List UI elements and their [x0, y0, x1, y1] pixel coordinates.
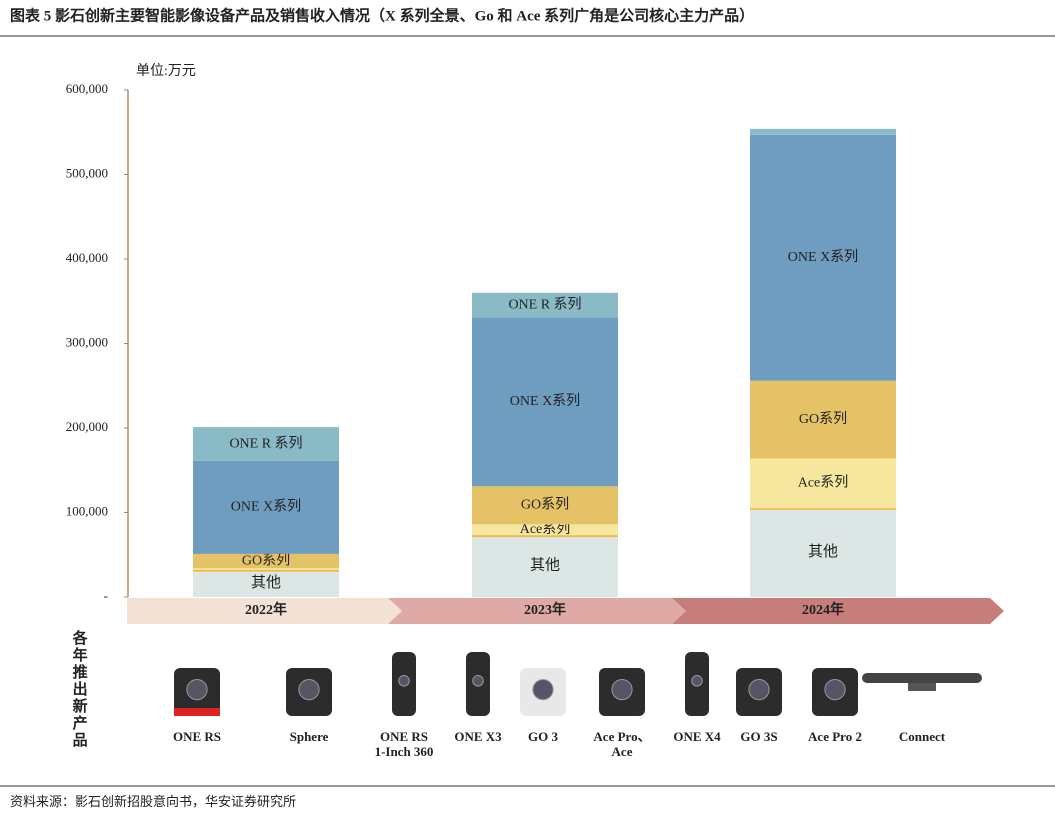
segment-label: ONE X系列 — [231, 499, 301, 515]
product-lens — [398, 675, 410, 687]
segment-label: 其他 — [530, 557, 560, 574]
y-tick-label: 200,000 — [66, 419, 108, 434]
product-name: Connect — [899, 729, 946, 744]
product-lens — [532, 678, 554, 701]
year-arrow — [388, 598, 686, 624]
year-arrow — [127, 598, 402, 624]
segment-label: 其他 — [808, 543, 838, 560]
product-name: Ace Pro 2 — [808, 729, 862, 744]
product-lens — [186, 678, 208, 701]
bar-segment — [750, 134, 896, 381]
bar-segment — [750, 380, 896, 459]
product-name: Sphere — [290, 729, 329, 744]
product-name: 1-Inch 360 — [375, 744, 434, 759]
year-arrow — [672, 598, 1004, 624]
bar-segment — [750, 508, 896, 597]
bar-segment — [472, 486, 618, 525]
segment-label: ONE X系列 — [788, 249, 858, 265]
segment-label: GO系列 — [521, 497, 569, 513]
y-tick-label: 100,000 — [66, 503, 108, 518]
x-tick-label: 2022年 — [245, 601, 287, 618]
bar-segment — [193, 553, 339, 569]
bar-segment — [472, 535, 618, 597]
products-label: 各年推出新产品 — [71, 629, 89, 749]
y-tick-label: 500,000 — [66, 165, 108, 180]
segment-label: Ace系列 — [520, 521, 571, 537]
bar-segment — [193, 460, 339, 554]
segment-label: 其他 — [251, 574, 281, 591]
bar-segment — [472, 292, 618, 318]
bar-segment — [472, 317, 618, 487]
bar-segment — [750, 128, 896, 135]
segment-label: ONE X系列 — [510, 393, 580, 409]
product-accent — [174, 708, 220, 716]
bar-segment — [193, 568, 339, 570]
bar-segment — [193, 427, 339, 461]
x-tick-label: 2024年 — [802, 601, 844, 618]
y-tick-label: 300,000 — [66, 334, 108, 349]
product-name: ONE X3 — [454, 729, 502, 744]
product-name: Ace Pro、 — [593, 729, 650, 744]
y-tick-label: 600,000 — [66, 81, 108, 96]
bar-segment — [193, 569, 339, 597]
bar-segment — [750, 458, 896, 509]
segment-label: GO系列 — [242, 552, 290, 568]
product-lens — [748, 678, 770, 701]
product-lens — [691, 675, 703, 687]
product-name: Ace — [612, 744, 633, 759]
bar-segment — [472, 524, 618, 536]
product-lens — [472, 675, 484, 687]
x-tick-label: 2023年 — [524, 601, 566, 618]
product-lens — [824, 678, 846, 701]
segment-label: ONE R 系列 — [508, 296, 581, 312]
product-name: GO 3S — [740, 729, 777, 744]
source: 资料来源：影石创新招股意向书，华安证券研究所 — [10, 794, 296, 809]
unit-label: 单位:万元 — [136, 63, 196, 79]
chart-title: 图表 5 影石创新主要智能影像设备产品及销售收入情况（X 系列全景、Go 和 A… — [10, 6, 754, 24]
y-tick-label: - — [104, 588, 108, 603]
product-name: ONE RS — [173, 729, 221, 744]
product-name: ONE X4 — [673, 729, 721, 744]
product-icon — [908, 683, 936, 691]
product-lens — [298, 678, 320, 701]
product-icon — [862, 673, 982, 683]
y-tick-label: 400,000 — [66, 250, 108, 265]
segment-label: ONE R 系列 — [229, 435, 302, 451]
product-lens — [611, 678, 633, 701]
product-name: GO 3 — [528, 729, 558, 744]
segment-label: GO系列 — [799, 411, 847, 427]
product-name: ONE RS — [380, 729, 428, 744]
segment-label: Ace系列 — [798, 475, 849, 491]
